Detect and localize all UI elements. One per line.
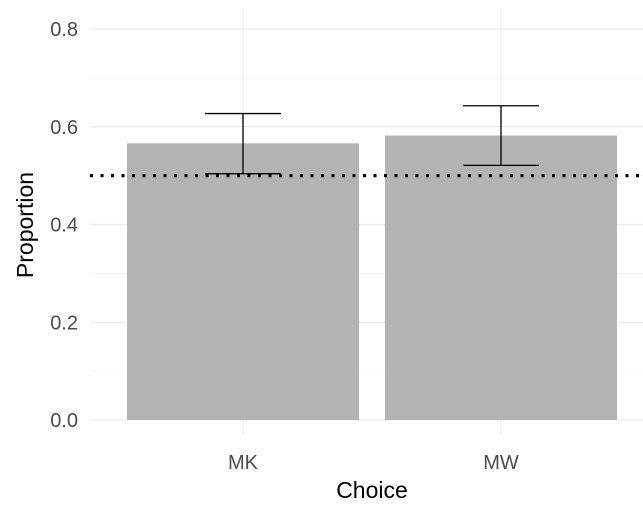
y-tick-label: 0.4 [50, 215, 78, 237]
error-bar-layer [205, 105, 539, 175]
x-tick-label-mw: MW [483, 452, 519, 474]
y-axis-title: Proportion [12, 172, 38, 278]
x-axis-title: Choice [336, 477, 408, 503]
bar-layer [127, 135, 617, 421]
y-tick-label: 0.6 [50, 117, 78, 139]
x-tick-label-mk: MK [228, 452, 259, 474]
bar-mw [385, 135, 617, 421]
y-tick-label: 0.2 [50, 312, 78, 334]
bar-mk [127, 143, 359, 420]
y-tick-label: 0.0 [50, 410, 78, 432]
y-tick-label: 0.8 [50, 19, 78, 41]
tick-label-layer: 0.0 0.2 0.4 0.6 0.8 MK MW [50, 19, 519, 474]
